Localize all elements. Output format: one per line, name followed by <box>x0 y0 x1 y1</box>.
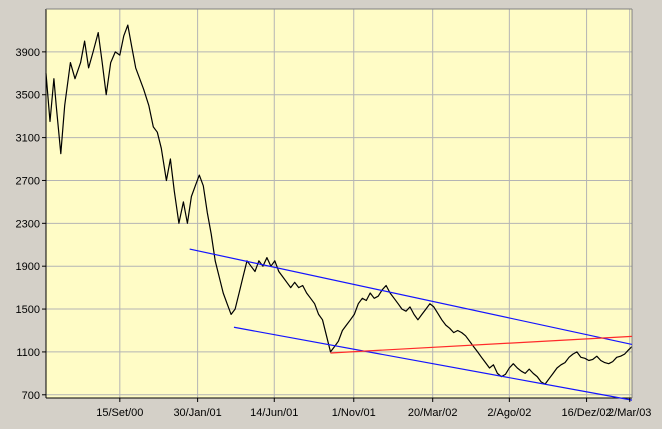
grid <box>46 9 632 398</box>
y-tick-label: 3100 <box>16 133 40 145</box>
x-tick-label: 16/Dez/02 <box>561 407 611 419</box>
y-tick-label: 700 <box>22 390 40 402</box>
y-tick-labels: 700 1100 1500 1900 2300 2700 3100 3500 3900 <box>16 47 46 402</box>
y-tick-label: 1500 <box>16 304 40 316</box>
price-series <box>45 24 633 385</box>
trendline-channel-lower <box>233 326 633 401</box>
y-tick-label: 2700 <box>16 175 40 187</box>
price-series-line <box>45 24 633 385</box>
x-tick-label: 14/Jun/01 <box>250 407 298 419</box>
x-tick-label: 20/Mar/02 <box>408 407 458 419</box>
trendline-support <box>330 335 633 354</box>
y-tick-label: 2300 <box>16 218 40 230</box>
y-tick-label: 3900 <box>16 47 40 59</box>
x-tick-label: 2/Ago/02 <box>487 407 531 419</box>
plot-area <box>46 9 632 398</box>
y-tick-label: 1900 <box>16 261 40 273</box>
x-tick-labels: 15/Set/00 30/Jan/01 14/Jun/01 1/Nov/01 20/Ma… <box>96 398 651 419</box>
x-tick-label: 2/Mar/03 <box>608 407 651 419</box>
trendline-channel-upper <box>189 248 633 346</box>
x-tick-label: 15/Set/00 <box>96 407 143 419</box>
y-tick-label: 1100 <box>16 347 40 359</box>
trendlines <box>189 248 633 401</box>
x-tick-label: 30/Jan/01 <box>173 407 221 419</box>
x-tick-label: 1/Nov/01 <box>332 407 376 419</box>
y-tick-label: 3500 <box>16 90 40 102</box>
